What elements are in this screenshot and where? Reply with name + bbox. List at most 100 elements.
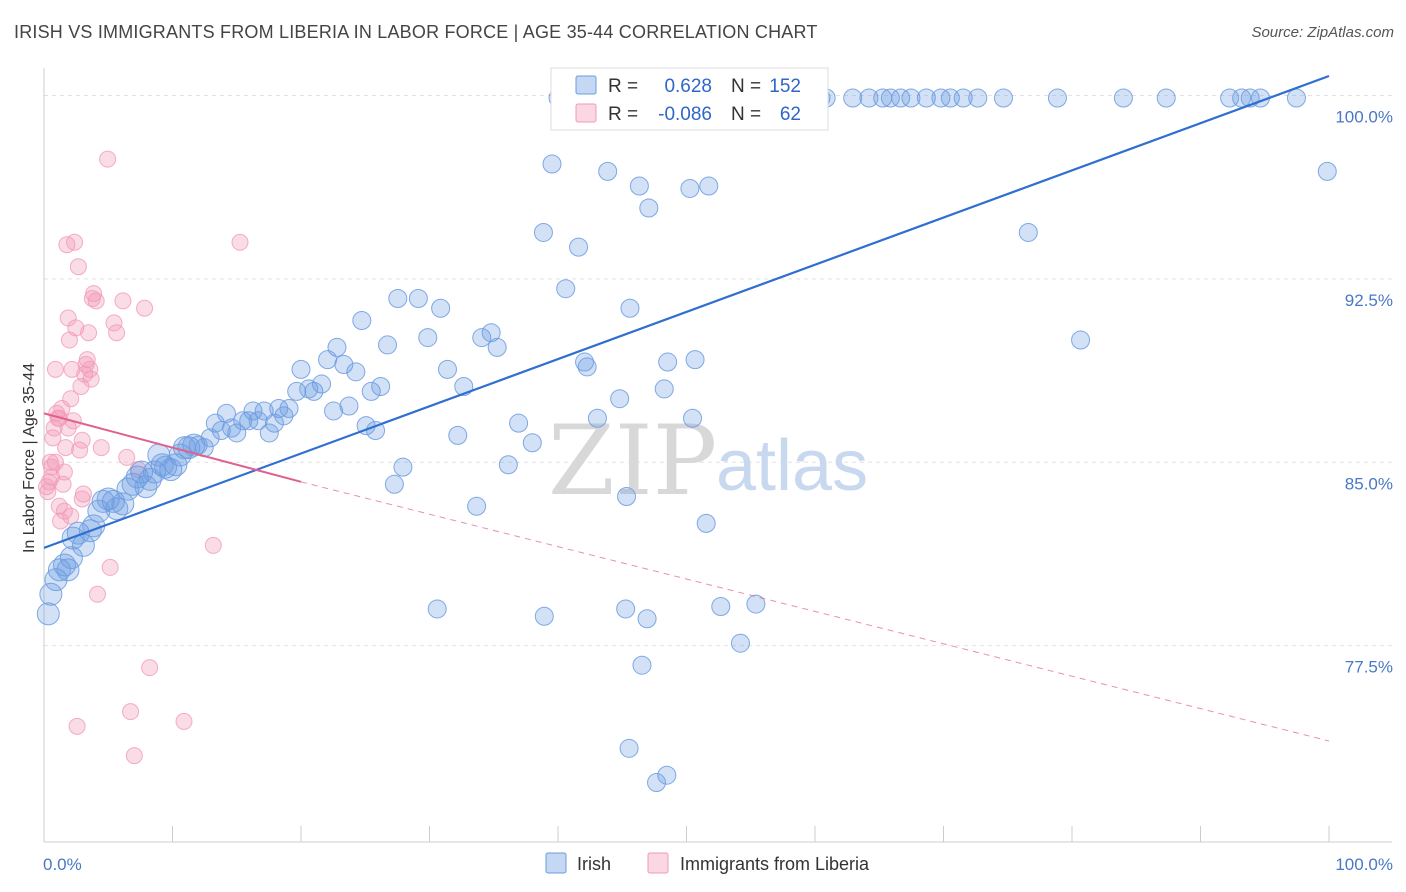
irish-point-139 bbox=[953, 88, 973, 108]
irish-point-136 bbox=[916, 88, 936, 108]
irish-point-153 bbox=[619, 738, 639, 758]
liberia-point-24 bbox=[68, 717, 86, 735]
stats-legend: R = 0.628 N = 152 R = -0.086 N = 62 bbox=[550, 67, 829, 131]
irish-point-74 bbox=[431, 298, 451, 318]
irish-point-53 bbox=[291, 359, 311, 379]
irish-point-88 bbox=[556, 279, 576, 299]
irish-point-103 bbox=[658, 352, 678, 372]
irish-point-100 bbox=[639, 198, 659, 218]
irish-point-63 bbox=[352, 310, 372, 330]
irish-point-141 bbox=[993, 88, 1013, 108]
liberia-point-6 bbox=[45, 419, 63, 437]
irish-point-8 bbox=[66, 521, 90, 545]
irish-r-value: 0.628 bbox=[664, 76, 712, 97]
irish-r-label: R = bbox=[608, 76, 638, 97]
liberia-point-40 bbox=[92, 439, 110, 457]
irish-point-55 bbox=[304, 381, 324, 401]
irish-point-61 bbox=[339, 396, 359, 416]
irish-point-163 bbox=[534, 606, 554, 626]
irish-point-144 bbox=[1071, 330, 1091, 350]
irish-point-107 bbox=[685, 350, 705, 370]
irish-point-134 bbox=[891, 88, 911, 108]
y-axis-label: In Labor Force | Age 35-44 bbox=[21, 363, 38, 553]
liberia-trend-line bbox=[43, 412, 302, 483]
irish-point-105 bbox=[680, 178, 700, 198]
liberia-point-43 bbox=[105, 314, 123, 332]
irish-point-44 bbox=[243, 401, 263, 421]
liberia-trend-extension bbox=[300, 481, 1330, 742]
liberia-n-value: 62 bbox=[780, 104, 801, 125]
irish-point-58 bbox=[324, 401, 344, 421]
irish-point-71 bbox=[393, 457, 413, 477]
irish-point-142 bbox=[1018, 222, 1038, 242]
irish-point-90 bbox=[569, 237, 589, 257]
irish-point-0 bbox=[36, 602, 60, 626]
irish-point-75 bbox=[437, 359, 457, 379]
irish-point-102 bbox=[654, 379, 674, 399]
irish-point-93 bbox=[587, 408, 607, 428]
irish-point-76 bbox=[448, 425, 468, 445]
irish-point-41 bbox=[227, 423, 247, 443]
liberia-point-23 bbox=[67, 319, 85, 337]
irish-point-82 bbox=[498, 455, 518, 475]
liberia-r-value: -0.086 bbox=[658, 104, 712, 125]
x-tick-label-0: 0.0% bbox=[43, 855, 82, 874]
irish-point-157 bbox=[657, 765, 677, 785]
irish-point-155 bbox=[637, 609, 657, 629]
irish-point-47 bbox=[259, 423, 279, 443]
liberia-point-10 bbox=[50, 497, 68, 515]
y-tick-label-2: 92.5% bbox=[1345, 291, 1393, 310]
irish-point-135 bbox=[901, 88, 921, 108]
liberia-n-label: N = bbox=[731, 104, 761, 125]
liberia-point-52 bbox=[175, 712, 193, 730]
liberia-point-41 bbox=[99, 150, 117, 168]
irish-point-65 bbox=[361, 381, 381, 401]
grid-lines bbox=[44, 95, 1392, 647]
source-label: Source: ZipAtlas.com bbox=[1251, 24, 1394, 41]
irish-point-162 bbox=[427, 599, 447, 619]
irish-point-51 bbox=[279, 398, 299, 418]
liberia-point-32 bbox=[78, 351, 96, 369]
irish-point-99 bbox=[629, 176, 649, 196]
irish-point-67 bbox=[371, 376, 391, 396]
irish-point-98 bbox=[620, 298, 640, 318]
x-tick-label-1: 100.0% bbox=[1335, 855, 1393, 874]
irish-point-69 bbox=[384, 474, 404, 494]
irish-point-36 bbox=[200, 428, 220, 448]
irish-point-54 bbox=[299, 379, 319, 399]
liberia-point-38 bbox=[87, 292, 105, 310]
irish-n-label: N = bbox=[731, 76, 761, 97]
irish-point-62 bbox=[346, 362, 366, 382]
watermark-zip: ZIP bbox=[548, 405, 717, 517]
bottom-legend-liberia-label: Immigrants from Liberia bbox=[680, 854, 870, 874]
x-tick-labels: 0.0% 100.0% bbox=[43, 855, 1393, 874]
irish-point-48 bbox=[264, 413, 284, 433]
liberia-point-2 bbox=[40, 473, 58, 491]
irish-point-85 bbox=[533, 222, 553, 242]
irish-point-6 bbox=[59, 546, 83, 570]
liberia-point-60 bbox=[59, 419, 77, 437]
irish-point-59 bbox=[327, 337, 347, 357]
watermark-atlas: atlas bbox=[716, 426, 868, 506]
chart-title: IRISH VS IMMIGRANTS FROM LIBERIA IN LABO… bbox=[14, 22, 818, 42]
irish-point-133 bbox=[880, 88, 900, 108]
irish-point-16 bbox=[105, 497, 129, 521]
liberia-point-51 bbox=[141, 659, 159, 677]
irish-point-146 bbox=[1156, 88, 1176, 108]
irish-point-56 bbox=[312, 374, 332, 394]
liberia-points bbox=[38, 150, 249, 765]
irish-point-140 bbox=[968, 88, 988, 108]
bottom-legend-irish-label: Irish bbox=[577, 854, 611, 874]
irish-point-73 bbox=[418, 328, 438, 348]
irish-point-2 bbox=[44, 568, 68, 592]
bottom-legend-liberia-swatch bbox=[647, 852, 669, 874]
liberia-point-26 bbox=[71, 441, 89, 459]
irish-point-131 bbox=[859, 88, 879, 108]
irish-point-152 bbox=[1317, 161, 1337, 181]
liberia-point-53 bbox=[204, 536, 222, 554]
irish-point-161 bbox=[616, 599, 636, 619]
irish-point-1 bbox=[39, 582, 63, 606]
irish-point-72 bbox=[408, 288, 428, 308]
irish-point-97 bbox=[617, 487, 637, 507]
